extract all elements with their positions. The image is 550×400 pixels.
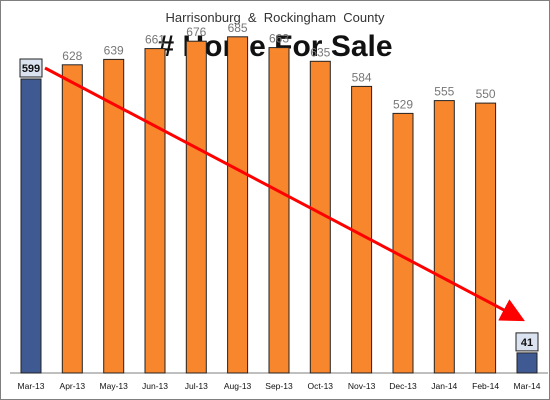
bar-apr-13 — [61, 64, 83, 374]
data-label-may-13: 639 — [104, 43, 124, 57]
data-label-oct-13: 635 — [310, 45, 330, 59]
bar-may-13 — [103, 58, 125, 374]
bar-mar-13 — [20, 78, 42, 374]
tick-label-nov-13: Nov-13 — [348, 381, 376, 391]
bar-mar-14 — [516, 352, 538, 374]
tick-label-mar-13: Mar-13 — [18, 381, 45, 391]
tick-label-feb-14: Feb-14 — [472, 381, 499, 391]
data-label-sep-13: 663 — [269, 32, 289, 46]
tick-label-sep-13: Sep-13 — [265, 381, 293, 391]
bar-jul-13 — [185, 40, 207, 374]
data-label-box-mar-14 — [515, 332, 539, 352]
tick-label-aug-13: Aug-13 — [224, 381, 252, 391]
tick-label-oct-13: Oct-13 — [308, 381, 334, 391]
trend-arrow — [44, 66, 525, 322]
data-label-nov-13: 584 — [352, 70, 372, 84]
tick-label-mar-14: Mar-14 — [514, 381, 541, 391]
data-label-jun-13: 661 — [145, 33, 165, 47]
data-label-mar-13: 599 — [22, 63, 40, 75]
bar-sep-13 — [268, 47, 290, 374]
tick-label-may-13: May-13 — [100, 381, 129, 391]
bar-jan-14 — [433, 100, 455, 374]
data-label-apr-13: 628 — [62, 49, 82, 63]
tick-label-apr-13: Apr-13 — [60, 381, 86, 391]
bar-aug-13 — [227, 36, 249, 374]
bar-feb-14 — [475, 102, 497, 374]
data-label-dec-13: 529 — [393, 97, 413, 111]
data-label-jan-14: 555 — [434, 85, 454, 99]
data-label-aug-13: 685 — [228, 21, 248, 35]
bar-dec-13 — [392, 112, 414, 374]
data-label-mar-14: 41 — [521, 337, 533, 349]
data-label-feb-14: 550 — [476, 87, 496, 101]
tick-label-dec-13: Dec-13 — [389, 381, 417, 391]
chart-subtitle: Harrisonburg & Rockingham County — [165, 10, 385, 25]
data-label-jul-13: 676 — [186, 25, 206, 39]
tick-label-jul-13: Jul-13 — [185, 381, 208, 391]
tick-label-jan-14: Jan-14 — [431, 381, 457, 391]
tick-label-jun-13: Jun-13 — [142, 381, 168, 391]
data-label-box-mar-13 — [19, 58, 43, 78]
bar-jun-13 — [144, 48, 166, 374]
